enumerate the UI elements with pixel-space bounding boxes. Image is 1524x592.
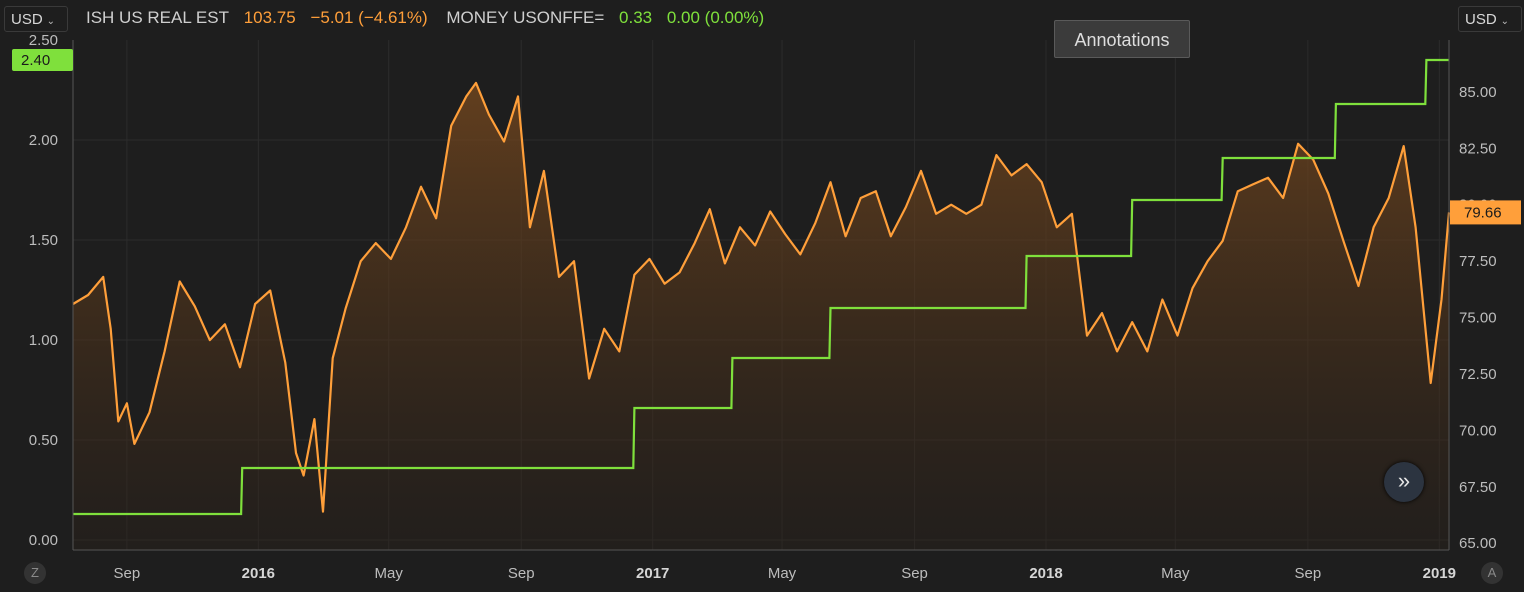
chart-axes [72, 40, 1450, 551]
x-tick-label: 2018 [1029, 565, 1062, 582]
left-axis-tick-label: 2.50 [29, 32, 58, 49]
annotations-button[interactable]: Annotations [1054, 20, 1190, 58]
series1-line [72, 81, 1451, 513]
right-axis-tick-label: 85.00 [1459, 84, 1497, 101]
right-axis-tick-label: 70.00 [1459, 422, 1497, 439]
x-tick-label: Sep [901, 565, 928, 582]
right-last-value-label: 79.66 [1464, 204, 1502, 221]
right-axis-tick-label: 77.50 [1459, 253, 1497, 270]
x-tick-label: May [375, 565, 404, 582]
right-axis-tick-label: 82.50 [1459, 140, 1497, 157]
x-tick-label: Sep [508, 565, 535, 582]
left-axis-tick-label: 1.50 [29, 232, 58, 249]
x-tick-label: May [1161, 565, 1190, 582]
right-currency-value: USD [1465, 11, 1497, 28]
series2-line [73, 58, 1449, 516]
series2-change: 0.00 (0.00%) [666, 8, 765, 27]
x-tick-label: Sep [1294, 565, 1321, 582]
series2-name: MONEY USONFFE= [446, 8, 605, 27]
left-currency-value: USD [11, 11, 43, 28]
left-axis-tick-label: 0.50 [29, 432, 58, 449]
left-axis-tick-label: 1.00 [29, 332, 58, 349]
x-tick-label: 2019 [1423, 565, 1456, 582]
right-axis-tick-label: 75.00 [1459, 310, 1497, 327]
left-axis-tick-label: 0.00 [29, 532, 58, 549]
series1-name: ISH US REAL EST [86, 8, 229, 27]
left-last-value-label: 2.40 [21, 52, 50, 69]
right-last-value-badge [1450, 200, 1521, 225]
axis-labels: Sep 2016 May Sep 2017 May Sep 2018 May Sep 2019 2.5… [12, 32, 1521, 582]
chart-header: USD ⌄ ISH US REAL EST 103.75 −5.01 (−4.61… [0, 0, 1524, 40]
auto-scale-corner-button[interactable]: A [1481, 562, 1503, 584]
series-lines [72, 58, 1451, 516]
left-currency-select[interactable]: USD ⌄ [4, 6, 68, 32]
x-tick-label: May [768, 565, 797, 582]
left-axis-tick-label: 2.00 [29, 132, 58, 149]
series1-change: −5.01 (−4.61%) [310, 8, 428, 27]
right-axis-tick-label: 65.00 [1459, 535, 1497, 552]
x-tick-label: 2017 [636, 565, 669, 582]
right-axis-tick-label: 67.50 [1459, 479, 1497, 496]
series2-price: 0.33 [619, 8, 653, 27]
series1-area [73, 82, 1449, 551]
right-axis-tick-label: 72.50 [1459, 366, 1497, 383]
series1-price: 103.75 [243, 8, 296, 27]
chart-legend: ISH US REAL EST 103.75 −5.01 (−4.61%) MO… [86, 8, 774, 28]
right-currency-select[interactable]: USD ⌄ [1458, 6, 1522, 32]
double-chevron-right-icon[interactable]: » [1384, 462, 1424, 502]
series-area [73, 82, 1449, 551]
chevron-down-icon: ⌄ [1500, 16, 1510, 27]
chevron-down-icon: ⌄ [46, 16, 56, 27]
left-last-value-badge [12, 49, 73, 71]
zoom-corner-button[interactable]: Z [24, 562, 46, 584]
x-tick-label: Sep [114, 565, 141, 582]
x-tick-label: 2016 [242, 565, 275, 582]
